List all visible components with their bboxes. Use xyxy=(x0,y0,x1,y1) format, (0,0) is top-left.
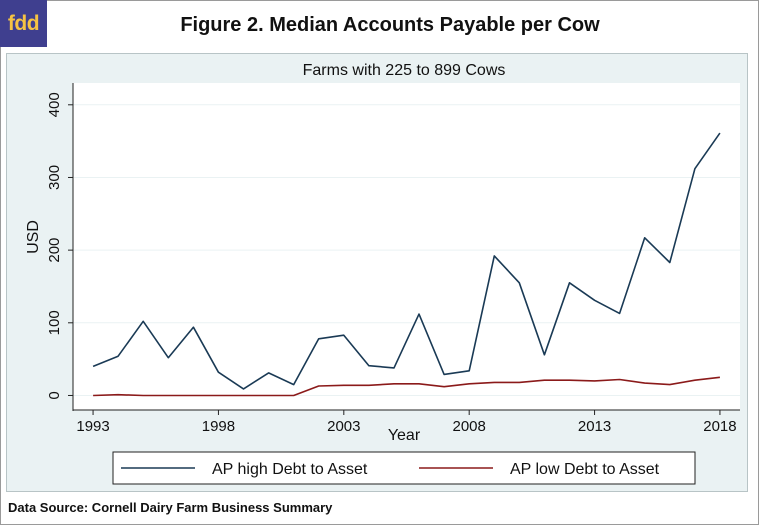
source-note: Data Source: Cornell Dairy Farm Business… xyxy=(8,500,333,515)
fdd-logo: fdd xyxy=(0,0,47,47)
legend-label: AP high Debt to Asset xyxy=(212,461,368,478)
x-tick-label: 2013 xyxy=(578,418,611,435)
y-axis-label: USD xyxy=(25,220,42,254)
x-axis-label: Year xyxy=(388,427,421,444)
axes: 0 100 200 300 400 1993 1998 2003 2008 2013 2018 xyxy=(46,83,740,435)
x-tick-label: 2008 xyxy=(453,418,486,435)
series-lines xyxy=(92,132,721,397)
series-line-ap-low xyxy=(93,376,720,397)
chart-subtitle: Farms with 225 to 899 Cows xyxy=(303,62,506,79)
series-line-ap-high xyxy=(92,132,721,390)
y-tick-label: 0 xyxy=(46,391,63,399)
x-tick-label: 1993 xyxy=(76,418,109,435)
legend: AP high Debt to Asset AP low Debt to Asse… xyxy=(112,451,696,485)
y-tick-label: 300 xyxy=(46,165,63,190)
plot-area xyxy=(73,83,740,410)
x-tick-label: 2018 xyxy=(703,418,736,435)
legend-label: AP low Debt to Asset xyxy=(510,461,660,478)
legend-box xyxy=(112,451,696,485)
figure-title: Figure 2. Median Accounts Payable per Co… xyxy=(180,14,600,36)
y-tick-label: 100 xyxy=(46,310,63,335)
chart-panel: Farms with 225 to 899 Cows 0 100 200 300 400… xyxy=(6,53,748,492)
y-tick-label: 400 xyxy=(46,92,63,117)
x-tick-label: 1998 xyxy=(202,418,235,435)
line-chart: Farms with 225 to 899 Cows 0 100 200 300 400… xyxy=(25,62,740,485)
x-tick-label: 2003 xyxy=(327,418,360,435)
y-tick-label: 200 xyxy=(46,238,63,263)
